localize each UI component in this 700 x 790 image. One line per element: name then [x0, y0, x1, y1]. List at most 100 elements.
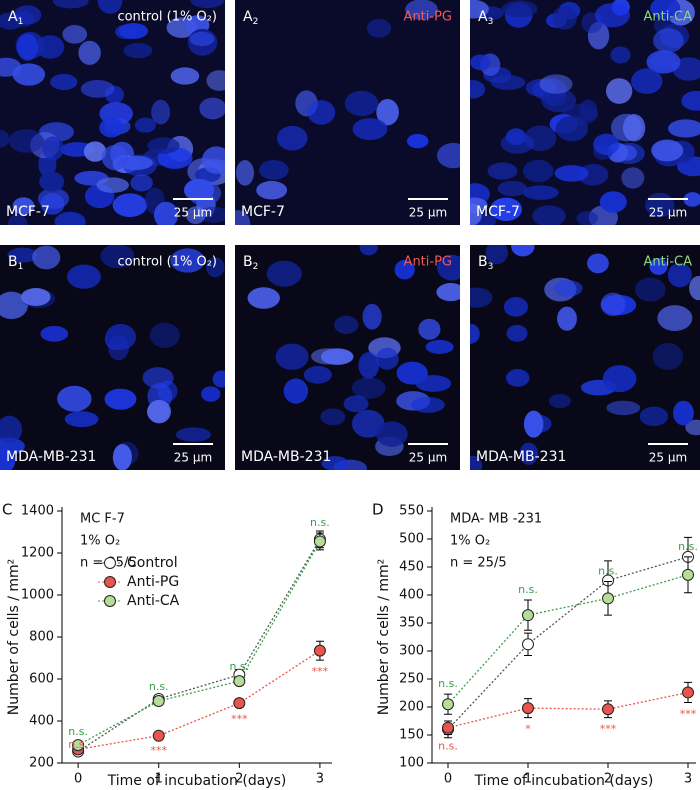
panel-letter: B1: [8, 254, 23, 272]
nucleus: [112, 444, 132, 470]
nucleus: [57, 385, 92, 412]
data-point: [313, 535, 326, 548]
y-tick-label: 800: [29, 630, 54, 645]
nucleus: [256, 180, 288, 200]
panel-letter: B3: [478, 254, 493, 272]
significance-label: ***: [150, 744, 167, 757]
nucleus: [247, 287, 280, 309]
x-tick-label: 3: [316, 772, 324, 787]
nucleus: [418, 318, 441, 340]
data-point: [602, 703, 614, 716]
y-axis-label: Number of cells / mm²: [376, 559, 392, 716]
cell-line-label: MDA-MB-231: [6, 449, 96, 465]
nucleus: [351, 377, 386, 399]
nucleus: [436, 283, 460, 302]
nucleus: [394, 259, 415, 280]
nucleus: [0, 448, 16, 470]
x-tick-label: 2: [604, 772, 612, 787]
nucleus: [497, 180, 528, 197]
legend-label: Control: [127, 555, 178, 571]
panel-letter-index: 1: [18, 262, 24, 272]
y-tick-label: 1400: [21, 504, 54, 519]
panel-letter-index: 2: [253, 262, 259, 272]
nucleus: [667, 262, 692, 288]
nucleus: [67, 264, 101, 289]
x-axis-label: Time of incubation (days): [107, 773, 287, 789]
nucleus: [405, 0, 438, 20]
cell-line-label: MDA-MB-231: [241, 449, 331, 465]
nucleus: [606, 78, 633, 104]
nucleus: [646, 50, 681, 74]
micrograph-panel: B2 Anti-PG MDA-MB-231 25 µm: [235, 245, 460, 470]
legend-marker: [104, 595, 116, 607]
nucleus: [199, 97, 225, 120]
nucleus: [100, 245, 135, 269]
y-tick-label: 1200: [21, 546, 54, 561]
nucleus: [7, 247, 38, 263]
significance-label: n.s.: [438, 677, 458, 690]
nucleus: [579, 99, 598, 122]
nucleus: [96, 177, 129, 193]
nucleus: [490, 197, 523, 222]
nucleus: [639, 406, 669, 427]
micrograph-panel: A1 control (1% O₂) MCF-7 25 µm: [0, 0, 225, 225]
data-point: [682, 568, 694, 581]
nucleus: [485, 245, 508, 265]
nucleus: [170, 67, 200, 85]
legend-marker: [104, 557, 116, 569]
nucleus: [651, 139, 684, 162]
data-point: [233, 675, 246, 688]
nucleus: [0, 291, 28, 320]
nucleus: [149, 322, 180, 348]
nucleus: [490, 75, 526, 90]
series-line: [447, 574, 689, 705]
y-tick-label: 500: [399, 532, 424, 547]
nucleus: [32, 245, 61, 270]
data-point: [152, 729, 165, 742]
y-tick-label: 300: [399, 644, 424, 659]
scale-label: 25 µm: [409, 206, 447, 220]
condition-label: Anti-PG: [404, 255, 452, 270]
nucleus: [555, 115, 589, 142]
significance-label: n.s.: [598, 565, 618, 578]
nucleus: [12, 197, 35, 215]
significance-label: n.s.: [438, 739, 458, 752]
y-tick-label: 250: [399, 672, 424, 687]
data-point: [522, 609, 534, 622]
nuclei: [0, 245, 225, 470]
chart-note: 1% O₂: [450, 534, 490, 549]
nucleus: [115, 24, 137, 40]
nucleus: [470, 0, 489, 19]
significance-label: n.s.: [310, 516, 330, 529]
nucleus: [541, 88, 577, 113]
nucleus: [303, 365, 332, 384]
nucleus: [352, 118, 388, 141]
nucleus: [622, 114, 646, 142]
nucleus: [631, 68, 663, 95]
nuclei: [235, 0, 460, 225]
chart-note: MDA- MB -231: [450, 512, 542, 527]
nucleus: [320, 408, 346, 426]
nucleus: [235, 210, 251, 225]
nucleus: [259, 159, 289, 180]
panel-letter: A1: [8, 9, 23, 27]
data-point: [522, 638, 534, 651]
panel-letter: C: [2, 501, 12, 519]
data-point: [152, 695, 165, 708]
nucleus: [470, 80, 486, 99]
nucleus: [52, 0, 89, 9]
nucleus: [548, 393, 571, 409]
series-line: [447, 556, 689, 730]
nucleus: [557, 306, 577, 331]
y-tick-label: 600: [29, 672, 54, 687]
significance-label: n.s.: [678, 540, 698, 553]
cell-line-label: MCF-7: [476, 204, 520, 220]
nucleus: [681, 90, 700, 111]
nucleus: [235, 159, 255, 186]
nucleus: [17, 33, 38, 61]
panel-letter-main: A: [478, 9, 488, 25]
x-axis-label: Time of incubation (days): [474, 773, 654, 789]
nucleus: [411, 396, 445, 413]
nucleus: [99, 117, 124, 138]
nucleus: [275, 343, 309, 370]
